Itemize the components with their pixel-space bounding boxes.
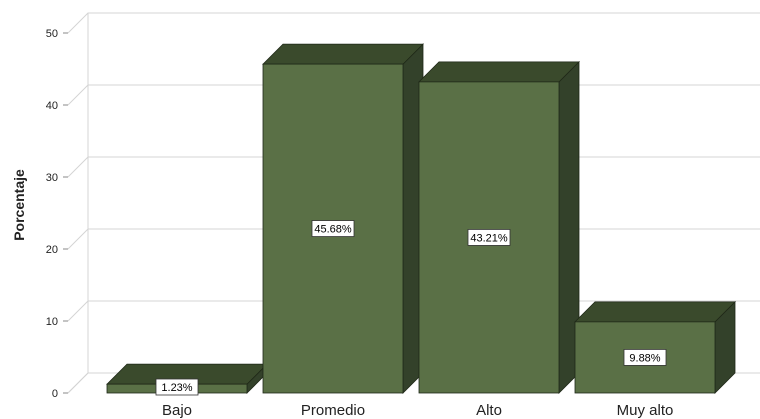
y-axis-title: Porcentaje xyxy=(11,169,27,241)
y-tick-label: 10 xyxy=(46,316,58,328)
gridline xyxy=(67,12,760,34)
data-label-text: 1.23% xyxy=(161,382,192,394)
data-label-text: 45.68% xyxy=(314,224,352,236)
x-axis-categories: Bajo Promedio Alto Muy alto xyxy=(162,402,673,419)
y-tick-label: 50 xyxy=(46,28,58,40)
bar: 45.68% xyxy=(262,43,424,394)
y-tick-label: 0 xyxy=(52,388,58,400)
bar: 1.23% xyxy=(106,363,268,396)
data-label: 1.23% xyxy=(155,378,199,396)
bar-top-face xyxy=(418,61,580,83)
bar-top-face xyxy=(574,301,736,323)
data-label-box xyxy=(623,349,667,366)
bar: 9.88% xyxy=(574,300,736,394)
data-label-text: 9.88% xyxy=(629,352,660,364)
y-tick-label: 20 xyxy=(46,244,58,256)
y-axis-ticks: 0 10 20 30 40 50 xyxy=(46,28,68,400)
grid-layer xyxy=(67,12,760,394)
y-tick-label: 30 xyxy=(46,172,58,184)
x-category-label: Alto xyxy=(476,402,502,419)
data-label-box xyxy=(311,220,355,237)
y-tick-label: 40 xyxy=(46,100,58,112)
data-label: 45.68% xyxy=(311,220,355,237)
x-category-label: Promedio xyxy=(301,402,365,419)
bar: 43.21% xyxy=(418,60,580,394)
data-label-text: 43.21% xyxy=(470,232,508,244)
data-label: 43.21% xyxy=(467,229,511,246)
data-label: 9.88% xyxy=(623,349,667,366)
data-label-box xyxy=(155,378,199,396)
x-category-label: Bajo xyxy=(162,402,192,419)
data-label-box xyxy=(467,229,511,246)
x-category-label: Muy alto xyxy=(617,402,674,419)
bar-top-face xyxy=(262,43,424,65)
bars-layer: 1.23% 45.68% 43.21% 9.88% xyxy=(106,43,736,396)
